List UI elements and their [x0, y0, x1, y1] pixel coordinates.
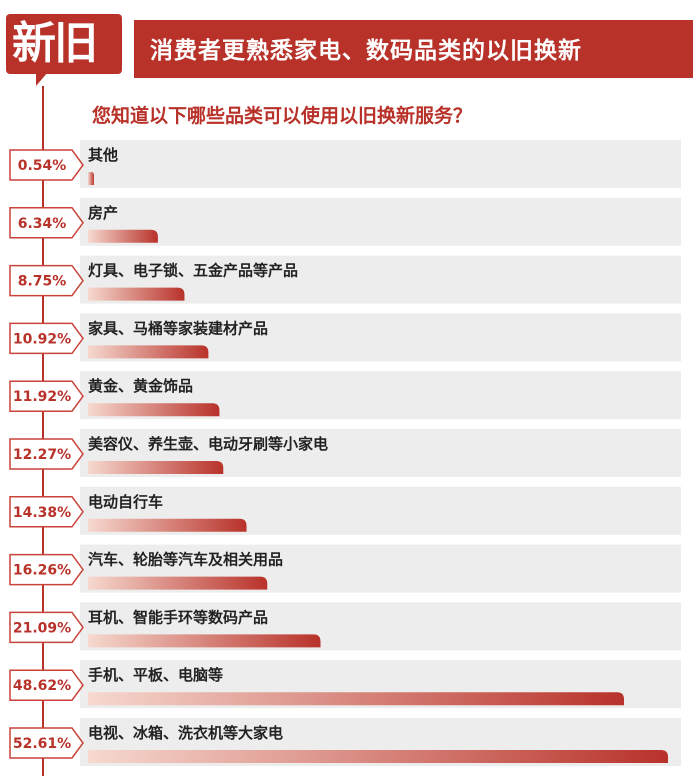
category-label: 灯具、电子锁、五金产品等产品: [88, 262, 298, 280]
logo-text: 新旧: [12, 18, 98, 69]
category-label: 手机、平板、电脑等: [88, 666, 223, 684]
value-tag: [9, 264, 84, 297]
value-label: 10.92%: [13, 331, 71, 347]
bar: [88, 692, 625, 706]
value-tag: [9, 438, 84, 470]
category-label: 电动自行车: [88, 493, 163, 511]
category-label: 美容仪、养生壶、电动牙刷等小家电: [88, 435, 328, 453]
category-label: 汽车、轮胎等汽车及相关用品: [88, 551, 283, 569]
bar: [88, 345, 209, 359]
value-label: 48.62%: [13, 678, 71, 694]
value-label: 0.54%: [18, 158, 67, 174]
category-label: 房产: [88, 204, 118, 222]
value-tag: [9, 669, 84, 701]
logo-box: [6, 14, 122, 74]
bar: [88, 461, 224, 474]
bar: [88, 750, 668, 763]
category-label: 电视、冰箱、洗衣机等大家电: [88, 724, 283, 742]
value-label: 6.34%: [18, 216, 67, 232]
value-label: 21.09%: [13, 620, 71, 636]
value-tag: [9, 496, 84, 528]
value-tag: [9, 149, 84, 181]
category-label: 其他: [88, 146, 118, 164]
row-background: [80, 140, 681, 188]
bar: [88, 634, 321, 648]
value-tag: [9, 380, 84, 412]
value-tag: [9, 727, 84, 759]
value-tag: [9, 553, 84, 586]
value-label: 8.75%: [18, 274, 67, 290]
category-label: 家具、马桶等家装建材产品: [88, 319, 268, 337]
header-banner: 新旧 消费者更熟悉家电、数码品类的以旧换新: [0, 0, 693, 86]
axis-line: [42, 86, 44, 776]
title-bar: [134, 20, 693, 78]
value-tag: [9, 611, 84, 644]
chart-title: 消费者更熟悉家电、数码品类的以旧换新: [150, 38, 582, 64]
bar: [88, 403, 220, 417]
logo: 新旧: [6, 14, 130, 86]
value-label: 12.27%: [13, 447, 71, 463]
bar: [88, 229, 158, 243]
bar: [88, 172, 94, 185]
logo-speech-tail: [36, 72, 48, 86]
value-tag: [9, 322, 84, 355]
value-tag: [9, 207, 84, 239]
value-label: 14.38%: [13, 505, 71, 521]
bar: [88, 518, 247, 532]
bar: [88, 576, 268, 590]
row-background: [80, 197, 681, 246]
category-label: 黄金、黄金饰品: [88, 377, 193, 395]
category-label: 耳机、智能手环等数码产品: [88, 608, 268, 626]
bar: [88, 287, 185, 301]
value-label: 16.26%: [13, 563, 71, 579]
value-label: 52.61%: [13, 736, 71, 752]
chart-subtitle: 您知道以下哪些品类可以使用以旧换新服务？: [92, 105, 473, 127]
value-label: 11.92%: [13, 389, 71, 405]
